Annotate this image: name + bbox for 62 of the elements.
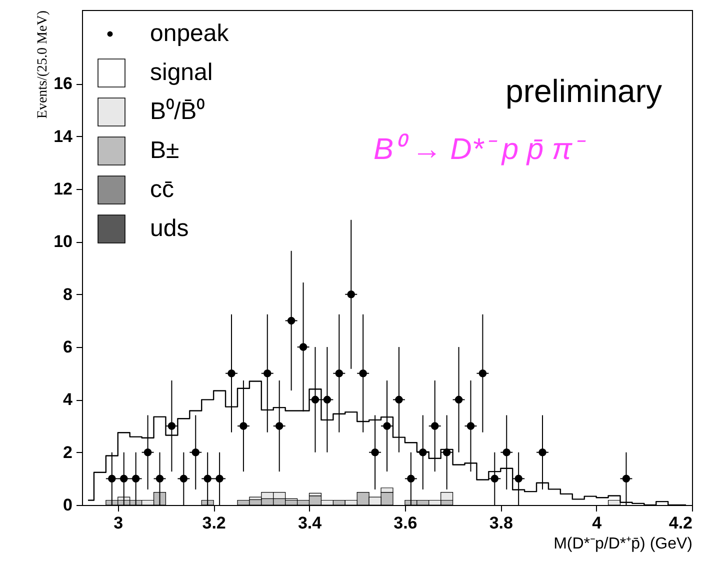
x-tick-label: 3 (114, 514, 124, 532)
point (216, 474, 224, 483)
point (371, 448, 379, 456)
point (622, 474, 630, 483)
point (168, 422, 176, 430)
legend-label: B± (150, 137, 180, 164)
point (466, 422, 475, 430)
point (514, 474, 522, 483)
legend-label: onpeak (150, 20, 230, 47)
point (299, 343, 308, 351)
point (108, 474, 116, 483)
y-tick-label: 16 (54, 74, 72, 94)
legend-label: signal (150, 59, 213, 86)
x-tick-label: 3.4 (298, 514, 322, 532)
point (180, 474, 188, 483)
point (264, 369, 272, 378)
legend-label: uds (150, 215, 189, 242)
point (275, 422, 284, 430)
legend-label: cc̄ (150, 176, 174, 203)
point (347, 290, 355, 298)
point (407, 474, 415, 483)
point (430, 422, 439, 430)
point (287, 316, 296, 325)
x-tick-label: 3.8 (489, 514, 513, 532)
point (311, 396, 320, 404)
point (359, 369, 367, 378)
point (419, 448, 427, 456)
point (538, 448, 546, 456)
y-tick-label: 8 (63, 284, 72, 304)
y-tick-label: 10 (54, 232, 72, 252)
point (395, 396, 403, 404)
legend-label: B⁰/B̄⁰ (150, 98, 205, 125)
point (502, 448, 510, 456)
point (478, 369, 487, 378)
point (454, 396, 463, 404)
point (490, 474, 499, 483)
y-tick-label: 0 (63, 496, 72, 514)
point (323, 396, 332, 404)
point (132, 474, 140, 483)
point (335, 369, 344, 378)
point (383, 422, 391, 430)
y-tick-label: 4 (63, 390, 74, 410)
y-tick-label: 2 (63, 442, 72, 462)
point (228, 369, 236, 378)
x-tick-label: 3.2 (202, 514, 226, 532)
y-tick-label: 6 (63, 338, 72, 357)
point (442, 448, 451, 456)
point (192, 448, 200, 456)
point (240, 422, 248, 430)
point (204, 474, 212, 483)
x-tick-label: 4 (592, 514, 602, 532)
y-axis-title: Events/(25.0 MeV) (36, 10, 51, 119)
y-tick-label: 12 (54, 180, 72, 199)
point (144, 448, 152, 456)
x-tick-label: 4.2 (668, 514, 692, 532)
x-tick-label: 3.6 (394, 514, 418, 532)
annotation: B⁰ → D*⁻ p p̄ π⁻ (374, 133, 586, 166)
annotation: preliminary (506, 73, 662, 109)
x-axis-title: M(D*⁻p/D*⁺p̄) (GeV) (554, 536, 692, 552)
y-tick-label: 14 (54, 126, 74, 146)
point (156, 474, 164, 483)
point (120, 474, 128, 483)
